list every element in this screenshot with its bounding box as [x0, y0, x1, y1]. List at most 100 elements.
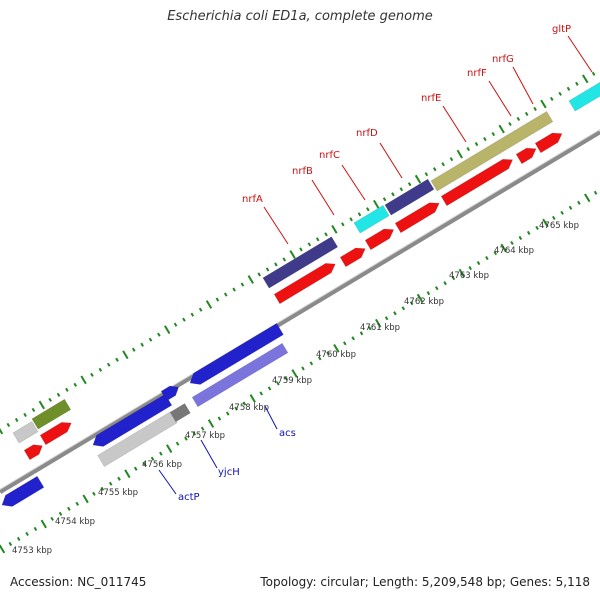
upper-tick-mark [106, 362, 111, 367]
gene-feature-nrfD-strand [394, 202, 440, 234]
upper-tick-mark [324, 232, 328, 237]
gene-label-nrfD: nrfD [356, 128, 378, 139]
scale-tick-mark [359, 331, 364, 336]
scale-tick-mark [33, 526, 38, 532]
upper-tick-mark [466, 146, 470, 152]
gene-label-nrfG-leader [512, 66, 534, 105]
gene-feature-left-forward [1, 475, 45, 507]
scale-tick-mark [368, 326, 372, 331]
scale-tick-mark [249, 394, 256, 403]
upper-tick-mark [14, 417, 19, 423]
upper-tick-mark [157, 332, 161, 337]
gene-feature-left-reverse [23, 444, 43, 461]
upper-tick-mark [414, 174, 422, 184]
gene-feature-nrfE-band [430, 110, 554, 192]
upper-tick-mark [491, 131, 496, 137]
scale-tick-label: 4753 kbp [12, 546, 52, 556]
upper-tick-mark [38, 400, 45, 410]
upper-tick-mark [566, 86, 571, 91]
scale-tick-mark [207, 419, 215, 428]
upper-tick-mark [424, 172, 429, 177]
upper-tick-mark [182, 317, 186, 322]
scale-tick-mark [593, 190, 598, 195]
scale-tick-mark [552, 215, 556, 221]
gene-feature-nrfF-strand [515, 147, 537, 165]
scale-tick-mark [493, 250, 498, 256]
gene-feature-yjcH-tail [160, 385, 180, 402]
scale-tick-mark [518, 235, 523, 241]
upper-tick-mark [540, 99, 547, 109]
gene-label-nrfA-leader [263, 206, 289, 245]
upper-tick-mark [257, 272, 261, 277]
genome-stats-label: Topology: circular; Length: 5,209,548 bp… [260, 575, 590, 589]
gene-feature-nrfA-strand [273, 263, 336, 305]
upper-tick-mark [240, 282, 245, 287]
scale-tick-mark [375, 318, 382, 328]
scale-tick-mark [117, 476, 121, 481]
gene-label-nrfB-leader [311, 179, 335, 216]
gene-label-nrfD-leader [379, 142, 403, 179]
upper-tick-mark [232, 287, 236, 292]
upper-tick-mark [591, 71, 596, 76]
scale-tick-mark [426, 291, 431, 296]
tick-layer [0, 71, 598, 554]
scale-tick-mark [451, 276, 456, 281]
upper-tick-mark [331, 224, 338, 234]
upper-tick-mark [366, 207, 370, 212]
scale-tick-mark [175, 441, 180, 446]
scale-tick-label: 4759 kbp [272, 376, 312, 386]
upper-tick-mark [483, 136, 487, 142]
scale-tick-label: 4755 kbp [98, 488, 138, 498]
upper-tick-mark [190, 312, 195, 317]
upper-tick-mark [0, 428, 4, 435]
scale-tick-label: 4762 kbp [404, 297, 444, 307]
scale-tick-mark [384, 316, 389, 321]
scale-tick-mark [526, 230, 531, 236]
scale-tick-mark [309, 361, 314, 366]
scale-tick-label: 4758 kbp [229, 403, 269, 413]
scale-tick-mark [16, 536, 21, 542]
scale-tick-mark [326, 351, 330, 356]
upper-tick-mark [31, 407, 36, 413]
scale-tick-mark [0, 544, 6, 554]
backbone-line [0, 130, 600, 494]
upper-tick-mark [315, 237, 320, 242]
scale-tick-label: 4761 kbp [360, 323, 400, 333]
upper-tick-mark [550, 96, 554, 102]
scale-tick-mark [317, 356, 322, 361]
scale-tick-mark [401, 306, 406, 311]
scale-tick-mark [75, 501, 80, 506]
upper-tick-mark [80, 375, 87, 385]
gene-feature-actP-tail [169, 403, 191, 423]
upper-tick-mark [474, 141, 479, 147]
gene-feature-actP [97, 411, 178, 468]
upper-tick-mark [299, 247, 303, 252]
gene-label-yjcH: yjcH [218, 467, 240, 478]
gene-label-gltP-leader [567, 35, 593, 73]
scale-tick-mark [225, 411, 230, 416]
gene-label-nrfC-leader [341, 164, 366, 201]
scale-tick-mark [200, 426, 205, 431]
gene-feature-left-reverse-2 [39, 422, 72, 446]
gene-label-nrfB: nrfB [292, 166, 313, 177]
upper-tick-mark [205, 300, 213, 309]
gene-label-nrfE: nrfE [421, 93, 441, 104]
upper-tick-mark [508, 121, 512, 127]
gene-label-nrfG: nrfG [492, 54, 514, 65]
gene-label-nrfF: nrfF [467, 68, 487, 79]
scale-tick-mark [92, 491, 96, 496]
upper-tick-mark [148, 337, 153, 342]
upper-tick-mark [516, 116, 521, 122]
scale-tick-mark [568, 205, 573, 210]
upper-tick-mark [349, 217, 353, 222]
scale-tick-mark [468, 265, 472, 271]
gene-feature-nrfA-band [262, 236, 339, 289]
backbone-layer [0, 129, 600, 494]
upper-tick-mark [289, 250, 296, 259]
scale-tick-mark [276, 381, 280, 386]
scale-tick-mark [284, 376, 289, 381]
upper-tick-mark [115, 357, 119, 362]
scale-tick-label: 4764 kbp [494, 246, 534, 256]
scale-tick-mark [8, 541, 13, 547]
